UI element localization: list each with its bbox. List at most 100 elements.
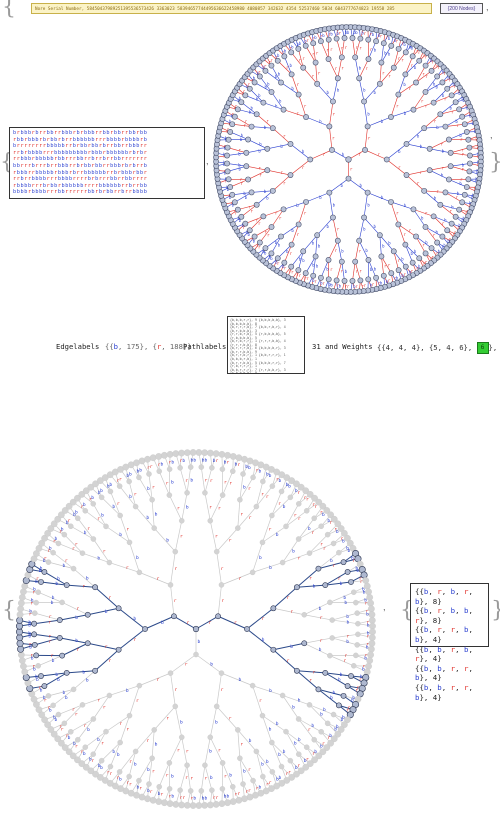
svg-text:r: r bbox=[97, 699, 100, 704]
svg-text:b: b bbox=[249, 738, 252, 744]
svg-text:r: r bbox=[66, 734, 69, 739]
svg-text:r: r bbox=[289, 251, 292, 256]
svg-text:b: b bbox=[404, 203, 407, 208]
svg-text:b: b bbox=[289, 63, 292, 68]
svg-text:b: b bbox=[269, 688, 272, 694]
svg-text:r: r bbox=[403, 232, 406, 237]
svg-text:b: b bbox=[283, 749, 286, 755]
svg-text:r: r bbox=[313, 670, 316, 675]
svg-text:r: r bbox=[411, 63, 414, 68]
svg-text:r: r bbox=[457, 89, 460, 94]
svg-text:b: b bbox=[57, 576, 60, 582]
svg-text:b: b bbox=[458, 223, 461, 228]
svg-text:r: r bbox=[180, 535, 183, 540]
svg-text:b: b bbox=[262, 249, 265, 254]
serial-number-text: Nore Serial Number, 58450437989251395536… bbox=[35, 7, 395, 12]
svg-text:r: r bbox=[388, 73, 391, 78]
svg-text:r: r bbox=[289, 46, 292, 51]
svg-text:r: r bbox=[416, 265, 419, 270]
svg-text:b: b bbox=[330, 32, 333, 37]
svg-text:r: r bbox=[355, 269, 358, 274]
svg-text:r: r bbox=[251, 237, 254, 242]
path-label-line: {b,r,r,r,b}, 6 {b,b,b,b,r}, 3 {b,r,r,b,b… bbox=[230, 346, 286, 354]
svg-text:b: b bbox=[447, 76, 450, 81]
svg-text:r: r bbox=[286, 772, 289, 777]
svg-text:b: b bbox=[215, 719, 218, 725]
svg-text:b: b bbox=[417, 134, 420, 139]
svg-text:r: r bbox=[388, 278, 391, 283]
svg-text:b: b bbox=[137, 469, 140, 475]
svg-text:r: r bbox=[304, 211, 307, 216]
svg-text:b: b bbox=[283, 504, 286, 510]
svg-text:b: b bbox=[435, 229, 438, 234]
svg-text:b: b bbox=[312, 262, 315, 267]
svg-text:b: b bbox=[213, 458, 216, 464]
svg-text:b: b bbox=[28, 633, 31, 639]
count-and-weights-label: 31 and Weights bbox=[312, 342, 373, 351]
svg-text:b: b bbox=[119, 532, 122, 538]
svg-text:b: b bbox=[246, 84, 249, 89]
svg-text:b: b bbox=[318, 243, 321, 248]
serial-number-box: Nore Serial Number, 58450437989251395536… bbox=[31, 3, 432, 14]
svg-text:b: b bbox=[374, 266, 377, 271]
svg-text:b: b bbox=[53, 715, 56, 721]
svg-text:b: b bbox=[374, 48, 377, 53]
svg-text:b: b bbox=[363, 87, 366, 92]
svg-text:b: b bbox=[297, 42, 300, 47]
svg-text:r: r bbox=[235, 210, 238, 215]
svg-text:r: r bbox=[156, 678, 159, 683]
svg-text:r: r bbox=[323, 152, 326, 157]
svg-text:r: r bbox=[409, 228, 412, 233]
svg-text:b: b bbox=[345, 30, 348, 35]
svg-text:b: b bbox=[344, 600, 347, 606]
svg-text:r: r bbox=[337, 227, 340, 232]
svg-text:r: r bbox=[245, 119, 248, 124]
svg-text:b: b bbox=[394, 38, 397, 43]
svg-text:r: r bbox=[423, 261, 426, 266]
svg-text:b: b bbox=[396, 275, 399, 280]
svg-text:r: r bbox=[312, 503, 315, 508]
weight-green-button[interactable]: 6 bbox=[476, 342, 489, 354]
svg-text:r: r bbox=[248, 768, 251, 773]
svg-text:r: r bbox=[441, 142, 444, 147]
svg-text:r: r bbox=[166, 773, 169, 778]
nodes-badge[interactable]: {200 Nodes} bbox=[440, 3, 483, 14]
svg-text:r: r bbox=[430, 256, 433, 261]
svg-text:r: r bbox=[350, 167, 353, 172]
path-label-line: {b,b,r,r,r}, 7 {r,r,b,b,r}, 3 {r,b,b,b,b… bbox=[230, 367, 286, 374]
svg-text:r: r bbox=[396, 39, 399, 44]
svg-text:r: r bbox=[224, 774, 227, 779]
svg-text:r: r bbox=[314, 279, 317, 284]
svg-text:b: b bbox=[87, 727, 90, 733]
svg-text:r: r bbox=[355, 45, 358, 50]
svg-text:b: b bbox=[100, 488, 103, 494]
svg-text:b: b bbox=[198, 639, 201, 645]
svg-text:r: r bbox=[147, 466, 150, 471]
weights-list: {{4, 4, 4}, {5, 4, 6}, 6}, bbox=[377, 342, 498, 354]
svg-text:r: r bbox=[243, 123, 246, 128]
svg-text:r: r bbox=[261, 493, 264, 498]
path-tuple-row: {{b, b, r, b, r}, 4} bbox=[415, 644, 473, 664]
svg-text:r: r bbox=[318, 71, 321, 76]
svg-text:b: b bbox=[455, 119, 458, 124]
svg-text:r: r bbox=[449, 77, 452, 82]
svg-text:b: b bbox=[401, 256, 404, 261]
svg-text:b: b bbox=[52, 658, 55, 664]
svg-text:r: r bbox=[460, 137, 463, 142]
svg-text:b: b bbox=[51, 600, 54, 606]
svg-text:r: r bbox=[169, 461, 172, 466]
svg-text:r: r bbox=[422, 72, 425, 77]
svg-text:b: b bbox=[40, 566, 43, 572]
svg-text:b: b bbox=[266, 195, 269, 200]
svg-text:r: r bbox=[312, 52, 315, 57]
svg-text:r: r bbox=[473, 187, 476, 192]
svg-text:r: r bbox=[356, 686, 359, 691]
svg-text:b: b bbox=[171, 459, 174, 465]
svg-text:b: b bbox=[314, 35, 317, 40]
svg-text:r: r bbox=[336, 283, 339, 288]
svg-text:b: b bbox=[366, 645, 369, 651]
svg-text:r: r bbox=[108, 659, 111, 664]
svg-text:b: b bbox=[98, 763, 101, 769]
svg-text:b: b bbox=[312, 241, 315, 246]
svg-text:r: r bbox=[423, 53, 426, 58]
